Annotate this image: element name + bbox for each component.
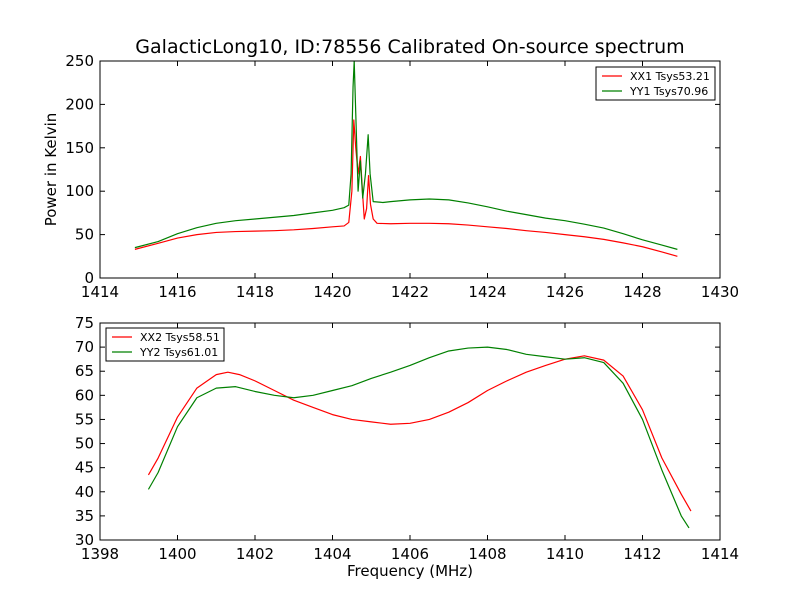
x-tick-label-1-1: 1400 [158,545,196,563]
x-tick-label-1-0: 1398 [81,545,119,563]
x-tick-label-1-6: 1410 [546,545,584,563]
y-tick-label-1-2: 40 [75,483,94,501]
x-tick-label-1-3: 1404 [313,545,351,563]
y-tick-label-1-3: 45 [75,459,94,477]
y-tick-label-0-4: 200 [65,95,94,113]
y-tick-label-0-3: 150 [65,139,94,157]
x-tick-label-1-4: 1406 [391,545,429,563]
y-tick-label-0-2: 100 [65,182,94,200]
legend-1: XX2 Tsys58.51 YY2 Tsys61.01 [105,327,225,362]
x-tick-label-1-8: 1414 [701,545,739,563]
x-tick-label-0-3: 1420 [313,283,351,301]
x-tick-label-0-6: 1426 [546,283,584,301]
series-line-0-0 [134,119,678,257]
legend-label-1-0: XX2 Tsys58.51 [140,331,220,344]
x-tick-label-1-5: 1408 [468,545,506,563]
series-line-0-1 [134,61,678,250]
legend-box-1 [105,327,225,362]
x-tick-label-0-7: 1428 [623,283,661,301]
y-axis-label-0: Power in Kelvin [42,113,60,227]
x-tick-label-0-0: 1414 [81,283,119,301]
x-tick-label-0-1: 1416 [158,283,196,301]
x-tick-label-1-2: 1402 [236,545,274,563]
chart-title: GalacticLong10, ID:78556 Calibrated On-s… [135,36,684,58]
y-tick-label-0-0: 0 [84,269,94,287]
legend-label-0-0: XX1 Tsys53.21 [630,70,710,83]
x-tick-label-0-4: 1422 [391,283,429,301]
y-tick-label-1-9: 75 [75,314,94,332]
y-tick-label-1-7: 65 [75,362,94,380]
y-tick-label-1-8: 70 [75,338,94,356]
y-tick-label-1-6: 60 [75,386,94,404]
legend-label-1-1: YY2 Tsys61.01 [139,346,218,359]
y-tick-label-1-0: 30 [75,531,94,549]
bottom-subplot: 1398 1400 1402 1404 1406 1408 1410 1412 1414 30 35… [75,314,739,580]
x-tick-label-0-5: 1424 [468,283,506,301]
y-tick-label-1-5: 55 [75,410,94,428]
series-line-1-1 [147,346,690,529]
legend-box-0 [595,66,716,101]
y-tick-label-1-1: 35 [75,507,94,525]
legend-0: XX1 Tsys53.21 YY1 Tsys70.96 [595,66,716,101]
series-line-1-0 [147,355,692,512]
y-tick-label-0-5: 250 [65,52,94,70]
legend-label-0-1: YY1 Tsys70.96 [629,85,708,98]
x-axis-label-1: Frequency (MHz) [347,562,473,580]
x-tick-label-0-2: 1418 [236,283,274,301]
x-tick-label-0-8: 1430 [701,283,739,301]
y-tick-label-0-1: 50 [75,226,94,244]
x-tick-label-1-7: 1412 [623,545,661,563]
y-tick-label-1-4: 50 [75,435,94,453]
top-subplot: 1414 1416 1418 1420 1422 1424 1426 1428 1430 0 50 1… [42,52,739,301]
